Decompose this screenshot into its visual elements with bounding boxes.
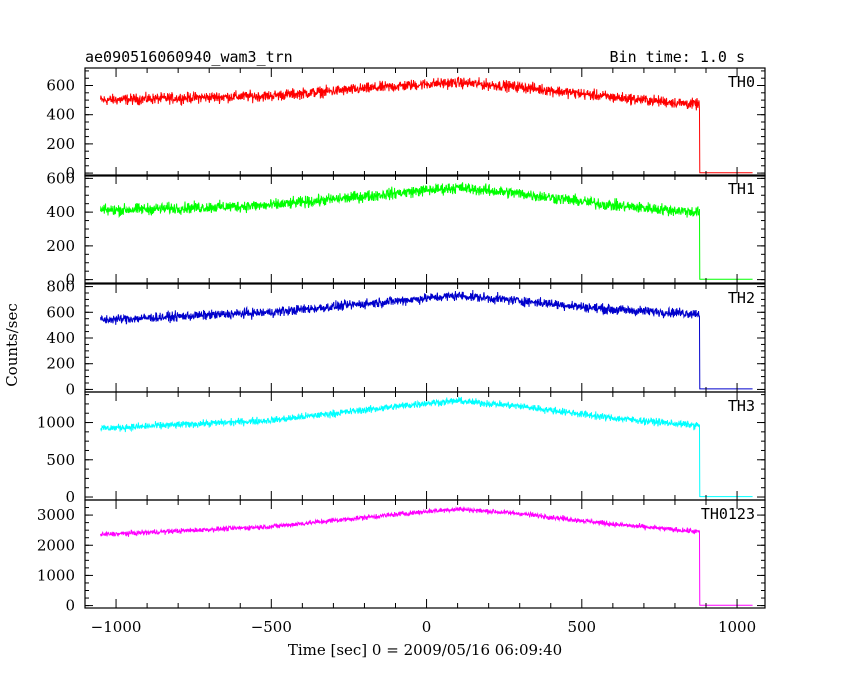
panel-th0: 0 200 400 600 TH0 [46,67,766,182]
series-line-th3 [100,396,753,498]
panel-label: TH0123 [701,505,755,523]
panel-label: TH2 [728,289,755,307]
panel-th0123: 0 1000 2000 3000 TH0123 [37,499,766,615]
panel-label: TH0 [728,73,755,91]
bin-time-label: Bin time: 1.0 s [610,48,745,66]
panel-label: TH1 [728,180,755,198]
panel-frame [84,283,766,393]
y-tick-label: 600 [46,303,75,321]
y-tick-label: 600 [46,77,75,95]
panel-th1: 0 200 400 600 TH1 [46,169,766,289]
y-tick-label: 200 [46,355,75,373]
y-tick-label: 0 [65,488,75,506]
y-tick-label: 600 [46,169,75,187]
x-tick-label: −500 [251,618,292,636]
series-line-th2 [100,289,753,390]
x-axis-label: Time [sec] 0 = 2009/05/16 06:09:40 [288,641,562,659]
panel-label: TH3 [728,397,755,415]
series-line-th0123 [100,505,753,606]
panel-frame [84,391,766,501]
y-tick-label: 0 [65,380,75,398]
panels-group: 0 200 400 600 TH0 0 200 400 600 TH1 0 200 400 600 800 T… [37,67,766,615]
y-tick-label: 2000 [37,536,75,554]
chart-title: ae090516060940_wam3_trn [85,48,293,66]
y-tick-label: 500 [46,451,75,469]
y-tick-label: 3000 [37,506,75,524]
y-axis-label: Counts/sec [3,303,21,387]
x-tick-label: −1000 [91,618,142,636]
y-tick-label: 0 [65,597,75,615]
panel-th2: 0 200 400 600 800 TH2 [46,278,766,398]
y-tick-label: 200 [46,135,75,153]
series-line-th0 [100,76,753,174]
series-line-th1 [100,182,753,280]
y-tick-label: 1000 [37,414,75,432]
x-tick-label: 1000 [718,618,756,636]
x-tick-label: 500 [567,618,596,636]
y-tick-label: 400 [46,203,75,221]
y-tick-label: 200 [46,237,75,255]
y-tick-label: 0 [65,271,75,289]
x-tick-labels: −1000 −500 0 500 1000 [91,618,756,636]
y-tick-label: 0 [65,164,75,182]
y-tick-label: 400 [46,329,75,347]
y-tick-label: 400 [46,106,75,124]
y-tick-label: 800 [46,278,75,296]
panel-th3: 0 500 1000 TH3 [37,391,766,506]
y-tick-label: 1000 [37,566,75,584]
panel-frame [84,499,766,609]
x-tick-label: 0 [422,618,432,636]
